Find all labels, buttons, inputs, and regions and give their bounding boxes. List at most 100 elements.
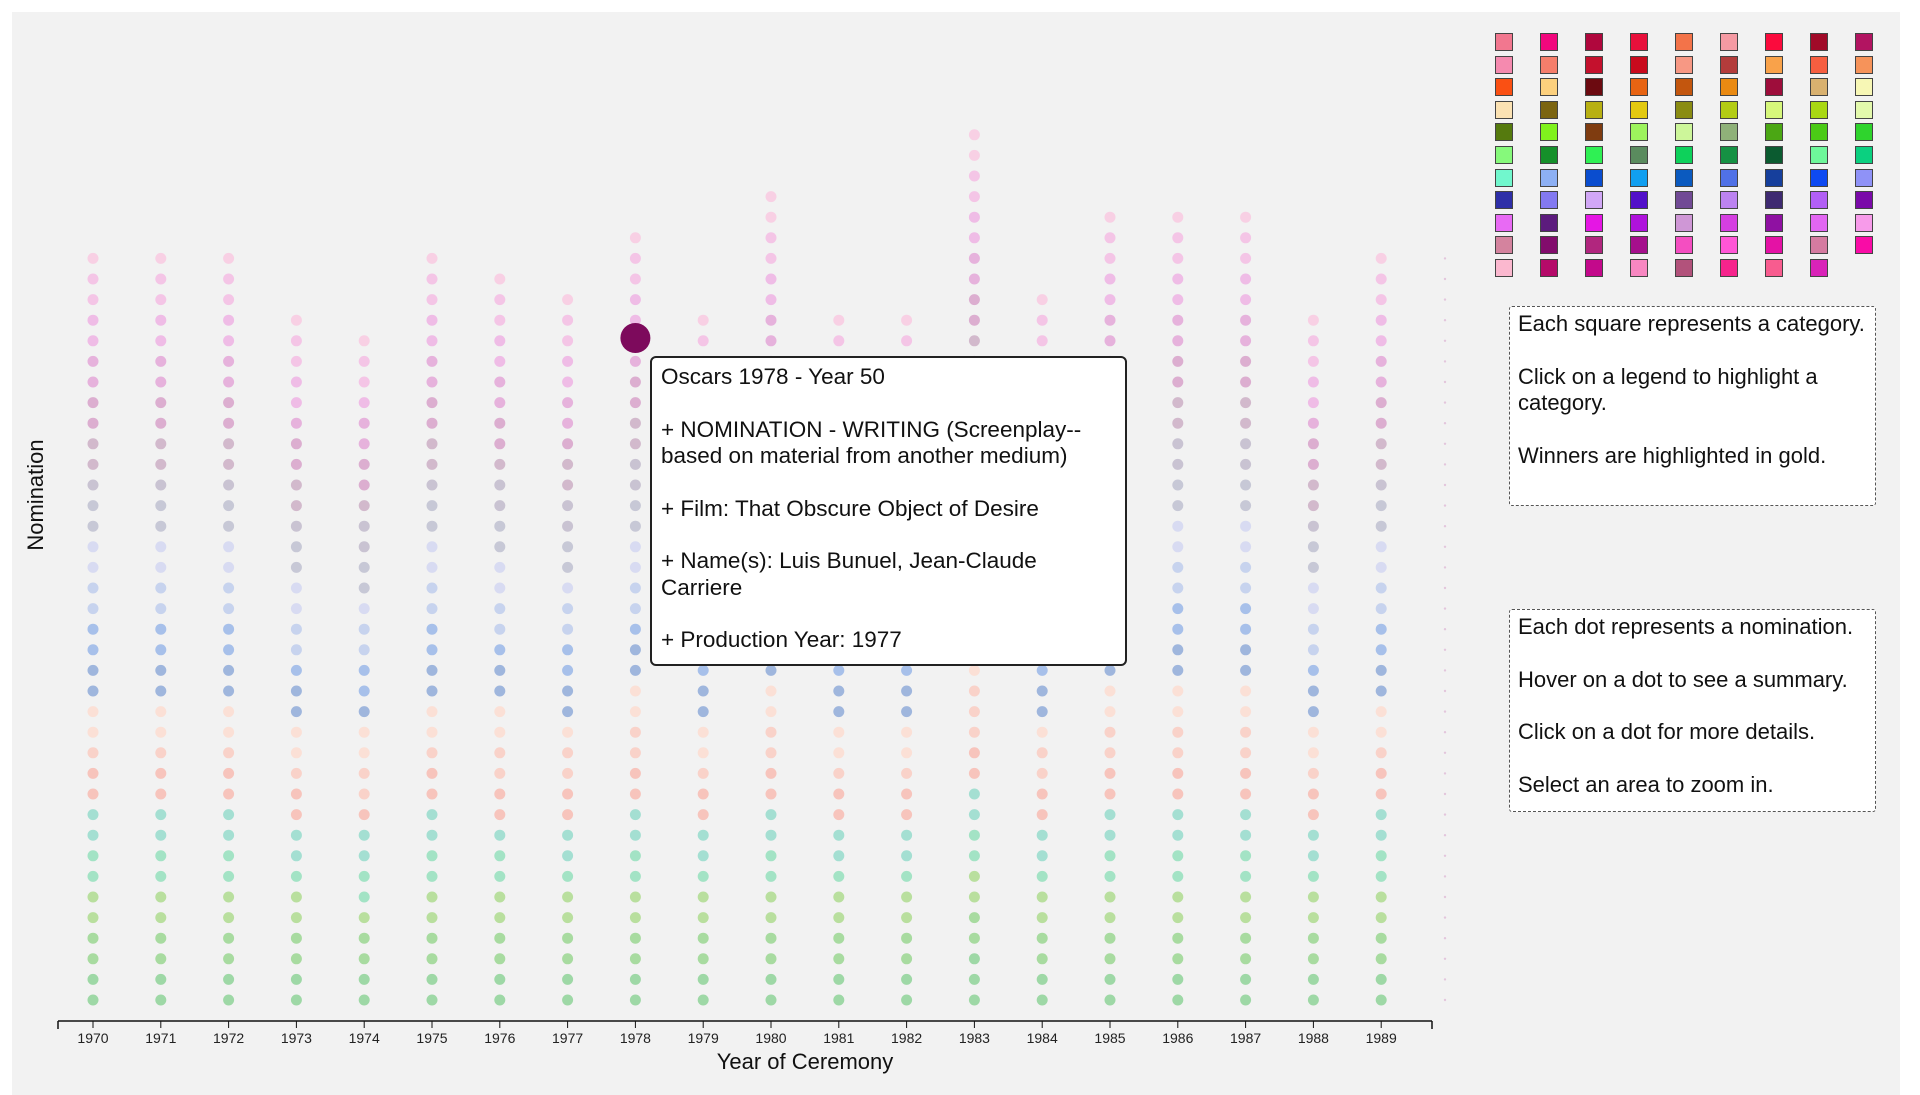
legend-swatch[interactable] (1540, 236, 1558, 255)
nomination-dot[interactable] (223, 685, 235, 697)
nomination-dot[interactable] (494, 664, 506, 676)
nomination-dot[interactable] (223, 314, 235, 326)
nomination-dot[interactable] (629, 706, 641, 718)
nomination-dot[interactable] (765, 273, 777, 285)
nomination-dot[interactable] (1240, 891, 1252, 903)
legend-swatch[interactable] (1585, 168, 1603, 187)
nomination-dot[interactable] (1172, 479, 1184, 491)
nomination-dot[interactable] (155, 561, 167, 573)
legend-swatch[interactable] (1495, 100, 1513, 119)
nomination-dot[interactable] (223, 561, 235, 573)
nomination-dot[interactable] (155, 912, 167, 924)
legend-swatch[interactable] (1585, 191, 1603, 210)
nomination-dot[interactable] (290, 747, 302, 759)
legend-swatch[interactable] (1765, 213, 1783, 232)
nomination-dot[interactable] (765, 953, 777, 965)
nomination-dot[interactable] (1375, 561, 1387, 573)
nomination-dot[interactable] (155, 376, 167, 388)
nomination-dot[interactable] (1240, 623, 1252, 635)
nomination-dot[interactable] (494, 644, 506, 656)
legend-swatch[interactable] (1675, 236, 1693, 255)
nomination-dot[interactable] (901, 891, 913, 903)
nomination-dot[interactable] (426, 458, 438, 470)
nomination-dot[interactable] (765, 973, 777, 985)
nomination-dot[interactable] (697, 726, 709, 738)
nomination-dot[interactable] (87, 294, 99, 306)
nomination-dot[interactable] (1240, 850, 1252, 862)
nomination-dot[interactable] (87, 417, 99, 429)
nomination-dot[interactable] (1172, 953, 1184, 965)
nomination-dot[interactable] (697, 891, 709, 903)
nomination-dot[interactable] (223, 912, 235, 924)
nomination-dot[interactable] (1036, 994, 1048, 1006)
nomination-dot[interactable] (87, 314, 99, 326)
legend-swatch[interactable] (1765, 100, 1783, 119)
nomination-dot[interactable] (426, 397, 438, 409)
nomination-dot[interactable] (426, 829, 438, 841)
nomination-dot[interactable] (1036, 747, 1048, 759)
nomination-dot[interactable] (833, 809, 845, 821)
nomination-dot[interactable] (968, 747, 980, 759)
nomination-dot[interactable] (1036, 726, 1048, 738)
nomination-dot[interactable] (290, 541, 302, 553)
nomination-dot[interactable] (223, 541, 235, 553)
nomination-dot[interactable] (629, 850, 641, 862)
nomination-dot[interactable] (697, 829, 709, 841)
nomination-dot[interactable] (1036, 788, 1048, 800)
legend-swatch[interactable] (1630, 213, 1648, 232)
nomination-dot[interactable] (155, 520, 167, 532)
legend-swatch[interactable] (1540, 191, 1558, 210)
nomination-dot[interactable] (358, 458, 370, 470)
nomination-dot[interactable] (833, 850, 845, 862)
nomination-dot[interactable] (358, 685, 370, 697)
nomination-dot[interactable] (426, 376, 438, 388)
nomination-dot[interactable] (629, 458, 641, 470)
nomination-dot[interactable] (426, 500, 438, 512)
nomination-dot[interactable] (87, 438, 99, 450)
nomination-dot[interactable] (1375, 335, 1387, 347)
legend-swatch[interactable] (1855, 78, 1873, 97)
nomination-dot[interactable] (562, 664, 574, 676)
nomination-dot[interactable] (494, 520, 506, 532)
nomination-dot[interactable] (1172, 623, 1184, 635)
legend-swatch[interactable] (1540, 78, 1558, 97)
legend-swatch[interactable] (1585, 213, 1603, 232)
nomination-dot[interactable] (968, 252, 980, 264)
nomination-dot[interactable] (1104, 912, 1116, 924)
nomination-dot[interactable] (494, 953, 506, 965)
nomination-dot[interactable] (765, 335, 777, 347)
legend-swatch[interactable] (1585, 33, 1603, 51)
nomination-dot[interactable] (1172, 294, 1184, 306)
nomination-dot[interactable] (494, 747, 506, 759)
nomination-dot[interactable] (426, 850, 438, 862)
nomination-dot[interactable] (223, 294, 235, 306)
legend-swatch[interactable] (1495, 33, 1513, 51)
nomination-dot[interactable] (87, 541, 99, 553)
legend-swatch[interactable] (1765, 78, 1783, 97)
nomination-dot[interactable] (1307, 355, 1319, 367)
nomination-dot[interactable] (494, 973, 506, 985)
legend-swatch[interactable] (1720, 258, 1738, 277)
legend-swatch[interactable] (1810, 168, 1828, 187)
nomination-dot[interactable] (358, 726, 370, 738)
nomination-dot[interactable] (629, 479, 641, 491)
nomination-dot[interactable] (223, 973, 235, 985)
nomination-dot[interactable] (765, 809, 777, 821)
nomination-dot[interactable] (1375, 912, 1387, 924)
legend-swatch[interactable] (1675, 145, 1693, 164)
nomination-dot[interactable] (426, 788, 438, 800)
nomination-dot[interactable] (833, 335, 845, 347)
nomination-dot[interactable] (155, 726, 167, 738)
nomination-dot[interactable] (833, 912, 845, 924)
nomination-dot[interactable] (494, 500, 506, 512)
legend-swatch[interactable] (1810, 78, 1828, 97)
nomination-dot[interactable] (155, 829, 167, 841)
nomination-dot[interactable] (290, 891, 302, 903)
legend-swatch[interactable] (1540, 55, 1558, 74)
nomination-dot[interactable] (1036, 891, 1048, 903)
nomination-dot[interactable] (1240, 314, 1252, 326)
nomination-dot[interactable] (1307, 973, 1319, 985)
nomination-dot[interactable] (1172, 664, 1184, 676)
nomination-dot[interactable] (1307, 314, 1319, 326)
nomination-dot[interactable] (1104, 211, 1116, 223)
